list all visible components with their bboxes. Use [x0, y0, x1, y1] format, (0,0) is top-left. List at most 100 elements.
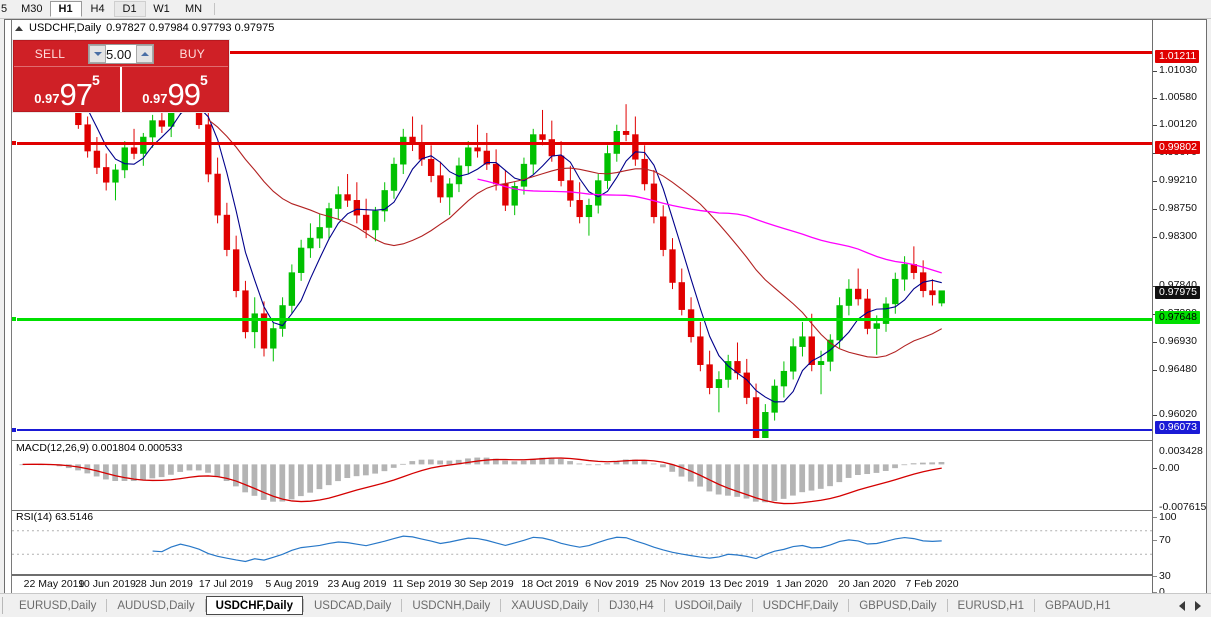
one-click-trading-panel[interactable]: SELL 5.00 BUY 0.97 97 5 0.97 99 5	[13, 40, 229, 112]
triangle-up-icon	[15, 25, 23, 31]
timeframe-button-mn[interactable]: MN	[178, 1, 210, 17]
moving-average-5	[59, 68, 942, 403]
chart-tab[interactable]: USDCNH,Daily	[412, 599, 491, 612]
scroll-left-icon[interactable]	[1179, 600, 1185, 611]
chart-canvas-window[interactable]: USDCHF,Daily 0.97827 0.97984 0.97793 0.9…	[4, 19, 1207, 598]
sell-price-block[interactable]: 0.97 97 5	[14, 67, 122, 112]
tab-separator	[663, 599, 665, 612]
price-badge[interactable]: 0.97975	[1155, 286, 1200, 299]
level-line-resistance-2[interactable]	[12, 140, 1152, 146]
tab-separator	[848, 599, 850, 612]
tab-separator	[1034, 599, 1035, 612]
tab-separator	[204, 599, 206, 612]
level-handle[interactable]	[12, 427, 17, 433]
timeframe-label: H1	[58, 3, 73, 15]
date-axis-label: 23 Aug 2019	[327, 578, 387, 590]
macd-label: MACD(12,26,9) 0.001804 0.000533	[16, 442, 183, 454]
rsi-chart-svg	[12, 530, 1152, 563]
rsi-axis-label: 30	[1159, 570, 1171, 582]
timeframe-label: D1	[122, 3, 137, 15]
level-line-lower[interactable]	[12, 427, 1152, 433]
moving-average-50	[477, 178, 942, 274]
chart-tab[interactable]: GBPUSD,Daily	[859, 599, 937, 612]
toolbar-separator	[213, 3, 215, 15]
buy-price-fraction: 5	[200, 72, 208, 88]
sell-button[interactable]: SELL	[34, 47, 66, 61]
macd-axis-label: 0.003428	[1159, 445, 1203, 457]
rsi-axis-label: 100	[1159, 511, 1177, 523]
price-chart-svg	[19, 45, 945, 438]
buy-price-block[interactable]: 0.97 99 5	[122, 67, 228, 112]
tab-separator	[751, 599, 753, 612]
date-axis-label: 17 Jul 2019	[198, 578, 254, 590]
date-axis-label: 5 Aug 2019	[265, 578, 319, 590]
macd-axis-label: 0.00	[1159, 462, 1180, 474]
tab-separator	[302, 599, 304, 612]
scroll-right-icon[interactable]	[1195, 600, 1201, 611]
level-handle[interactable]	[12, 140, 17, 146]
price-tick	[1153, 71, 1157, 72]
rsi-axis-label: 0	[1159, 586, 1165, 598]
rsi-axis-tick	[1153, 576, 1157, 577]
rsi-pane[interactable]: RSI(14) 63.5146	[12, 510, 1152, 575]
timeframe-button-w1[interactable]: W1	[146, 1, 178, 17]
buy-button[interactable]: BUY	[179, 47, 206, 61]
date-axis-label: 25 Nov 2019	[645, 578, 705, 590]
timeframe-label: MN	[184, 3, 203, 15]
date-axis-line	[12, 575, 1152, 576]
timeframe-button-d1[interactable]: D1	[113, 1, 146, 17]
level-line-support[interactable]	[12, 316, 1152, 322]
price-tick	[1153, 181, 1157, 182]
date-axis-label: 22 May 2019	[23, 578, 85, 590]
date-axis-label: 6 Nov 2019	[585, 578, 639, 590]
price-scale[interactable]: 1.010301.005801.001200.996700.992100.987…	[1152, 20, 1206, 598]
price-tick	[1153, 98, 1157, 99]
chart-tab[interactable]: AUDUSD,Daily	[117, 599, 195, 612]
price-badge[interactable]: 1.01211	[1155, 50, 1200, 63]
date-axis-label: 10 Jun 2019	[78, 578, 136, 590]
price-tick	[1153, 237, 1157, 238]
price-tick-label: 0.99210	[1159, 174, 1197, 186]
price-badge[interactable]: 0.99802	[1155, 141, 1200, 154]
volume-field-wrapper[interactable]: 5.00	[88, 44, 155, 64]
chart-tab[interactable]: XAUUSD,Daily	[511, 599, 588, 612]
chart-tab[interactable]: USDCHF,Daily	[762, 599, 839, 612]
tab-separator	[946, 599, 948, 612]
date-axis-label: 7 Feb 2020	[905, 578, 959, 590]
chart-tab[interactable]: EURUSD,H1	[957, 599, 1024, 612]
chart-tabs-list: EURUSD,Daily AUDUSD,Daily USDCHF,Daily USDC…	[9, 594, 1121, 617]
timeframe-button-h1[interactable]: H1	[49, 1, 82, 17]
chart-tabs-bar: EURUSD,Daily AUDUSD,Daily USDCHF,Daily USDC…	[0, 593, 1211, 617]
volume-input[interactable]: 5.00	[106, 46, 137, 62]
chart-tab[interactable]: DJ30,H4	[608, 599, 654, 612]
timeframe-button-m30[interactable]: M30	[14, 1, 49, 17]
volume-increase-button[interactable]	[136, 45, 154, 63]
chart-symbol-label: USDCHF,Daily	[29, 22, 102, 34]
price-pane[interactable]	[12, 20, 1152, 438]
tab-separator	[401, 599, 403, 612]
timeframe-button-h4[interactable]: H4	[82, 1, 114, 17]
chart-tab[interactable]: GBPAUD,H1	[1045, 599, 1111, 612]
chart-tab[interactable]: EURUSD,Daily	[19, 599, 97, 612]
chart-tab-active[interactable]: USDCHF,Daily	[205, 596, 303, 615]
timeframe-label: W1	[153, 3, 170, 15]
chart-tab[interactable]: USDOil,Daily	[674, 599, 742, 612]
price-badge[interactable]: 0.97648	[1155, 311, 1200, 324]
volume-decrease-button[interactable]	[89, 45, 106, 63]
date-axis-label: 28 Jun 2019	[135, 578, 193, 590]
sell-price-prefix: 0.97	[34, 91, 60, 106]
timeframe-button-m5[interactable]: 5	[0, 1, 14, 17]
price-tick-label: 0.96930	[1159, 335, 1197, 347]
date-axis-label: 11 Sep 2019	[392, 578, 452, 590]
level-handle[interactable]	[12, 316, 17, 322]
rsi-label: RSI(14) 63.5146	[16, 511, 94, 523]
chart-tab[interactable]: USDCAD,Daily	[313, 599, 392, 612]
rsi-axis-tick	[1153, 517, 1157, 518]
date-axis-label: 20 Jan 2020	[838, 578, 896, 590]
date-axis-label: 13 Dec 2019	[709, 578, 769, 590]
price-badge[interactable]: 0.96073	[1155, 421, 1200, 434]
macd-pane[interactable]: MACD(12,26,9) 0.001804 0.000533	[12, 440, 1152, 511]
price-tick-label: 1.01030	[1159, 64, 1197, 76]
one-click-prices-row: 0.97 97 5 0.97 99 5	[14, 67, 228, 112]
